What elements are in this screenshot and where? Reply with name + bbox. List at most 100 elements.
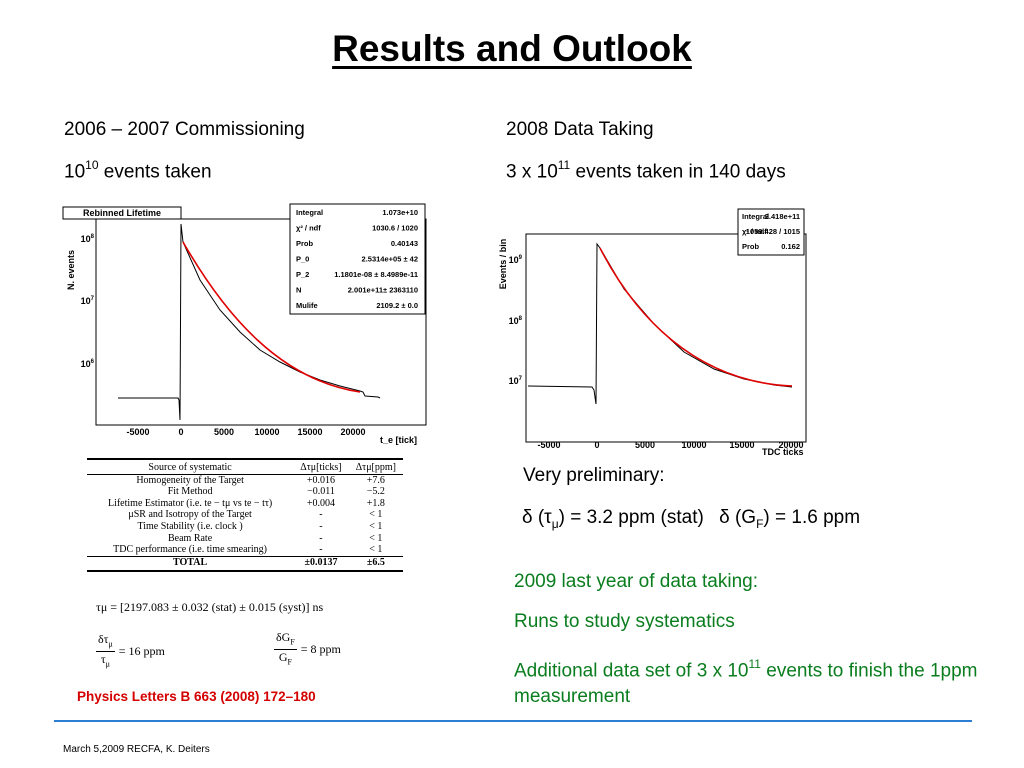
stat-key: N	[296, 286, 301, 295]
table-cell: Beam Rate	[168, 532, 213, 544]
stat-value: 2109.2 ± 0.0	[376, 301, 418, 310]
events-exp: 10	[85, 158, 99, 172]
stat-value: 0.162	[781, 242, 800, 251]
right-plot-frame	[525, 233, 807, 443]
table-row: Time Stability (i.e. clock ) - < 1	[87, 521, 403, 533]
outlook3-prefix: Additional data set of 3 x 10	[514, 660, 749, 682]
stat-value: 2.5314e+05 ± 42	[362, 255, 418, 264]
table-cell: -	[319, 520, 323, 532]
table-cell: μSR and Isotropy of the Target	[128, 509, 252, 521]
stat-key: χ² / ndf	[742, 227, 767, 236]
outlook-line-3: Additional data set of 3 x 1011 events t…	[514, 652, 984, 710]
stat-value: 1030.6 / 1020	[372, 224, 418, 233]
x-tick-label: 5000	[214, 427, 234, 437]
right-events: 3 x 1011 events taken in 140 days	[506, 158, 786, 183]
left-plot-ylabel: N. events	[66, 250, 76, 290]
events-suffix: events taken in 140 days	[570, 161, 786, 183]
results-line: δ (τμ) = 3.2 ppm (stat) δ (GF) = 1.6 ppm	[522, 507, 860, 531]
table-cell: +1.8	[366, 497, 385, 509]
left-stats-box	[289, 203, 426, 315]
x-tick-label: 15000	[729, 440, 754, 450]
table-cell: ±6.5	[366, 556, 385, 568]
x-tick-label: 15000	[297, 427, 322, 437]
x-tick-label: 0	[594, 440, 599, 450]
outlook3-exp: 11	[748, 657, 761, 671]
footer-text: March 5,2009 RECFA, K. Deiters	[63, 744, 210, 755]
right-plot-xlabel: TDC ticks	[762, 447, 804, 457]
commissioning-lifetime-plot: Rebinned Lifetime N. events t_e [tick] 1…	[62, 203, 427, 445]
table-cell: -	[319, 532, 323, 544]
x-tick-label: 5000	[635, 440, 655, 450]
x-tick-label: 10000	[254, 427, 279, 437]
events-base: 10	[64, 161, 86, 183]
table-cell: Δτμ[ppm]	[355, 462, 396, 473]
table-cell: Homogeneity of the Target	[136, 474, 244, 486]
left-events: 1010 events taken	[64, 158, 212, 183]
stat-key: Integral	[742, 212, 769, 221]
events-exp: 11	[557, 158, 571, 172]
dtau-formula: δτμ τμ = 16 ppm	[96, 632, 165, 672]
x-tick-label: 20000	[340, 427, 365, 437]
dtau-fraction: δτμ τμ	[96, 632, 115, 669]
stat-value: 0.40143	[391, 239, 418, 248]
stat-value: 1059.428 / 1015	[746, 227, 800, 236]
right-plot-xticks: -5000 0 5000 10000 15000 20000	[537, 440, 803, 450]
events-prefix: 3 x 10	[506, 161, 558, 183]
y-tick-label: 107	[81, 296, 95, 306]
right-plot-yticks: 109 108 107	[509, 255, 523, 386]
y-tick-label: 108	[81, 234, 95, 244]
table-row: Homogeneity of the Target +0.016 +7.6	[87, 474, 403, 486]
table-cell: Time Stability (i.e. clock )	[137, 520, 243, 532]
outlook3-suffix: events to finish the 1ppm measurement	[514, 660, 978, 708]
table-cell: Lifetime Estimator (i.e. te − tμ vs te −…	[107, 497, 273, 509]
table-cell: -	[319, 544, 323, 556]
table-cell: < 1	[369, 532, 383, 544]
table-header-row: Source of systematic Δτμ[ticks] Δτμ[ppm]	[87, 462, 403, 475]
table-cell: Fit Method	[167, 486, 213, 498]
stat-value: 2.001e+11± 2363110	[348, 286, 418, 295]
right-plot-ylabel: Events / bin	[498, 239, 508, 290]
y-tick-label: 109	[509, 255, 523, 265]
result-tau: δ (τμ) = 3.2 ppm (stat)	[522, 507, 704, 531]
stat-key: Prob	[296, 239, 314, 248]
table-row: Lifetime Estimator (i.e. te − tμ vs te −…	[87, 498, 403, 510]
left-stats-entries: Integral 1.073e+10 χ² / ndf 1030.6 / 1020 Pr…	[296, 208, 418, 310]
footer-rule	[54, 720, 972, 722]
stat-key: χ² / ndf	[296, 224, 321, 233]
y-tick-label: 106	[81, 359, 95, 369]
y-tick-label: 107	[509, 376, 523, 386]
left-plot-title-box	[62, 206, 182, 220]
tau-result-formula: τμ = [2197.083 ± 0.032 (stat) ± 0.015 (s…	[96, 600, 324, 614]
table-cell: Δτμ[ticks]	[300, 462, 342, 473]
table-cell: < 1	[369, 509, 383, 521]
page-title: Results and Outlook	[332, 28, 692, 69]
stat-key: P_2	[296, 270, 309, 279]
left-heading: 2006 – 2007 Commissioning	[64, 119, 305, 140]
table-cell: TOTAL	[173, 556, 208, 568]
table-row: TDC performance (i.e. time smearing) - < 1	[87, 544, 403, 556]
stat-key: Integral	[296, 208, 323, 217]
table-cell: Source of systematic	[148, 462, 232, 473]
table-cell: TDC performance (i.e. time smearing)	[113, 544, 267, 556]
x-tick-label: 0	[178, 427, 183, 437]
x-tick-label: -5000	[126, 427, 149, 437]
x-tick-label: 10000	[681, 440, 706, 450]
right-heading: 2008 Data Taking	[506, 119, 654, 140]
reference-citation: Physics Letters B 663 (2008) 172–180	[77, 689, 316, 704]
table-cell: +0.016	[306, 474, 336, 486]
right-plot-fit-curve	[599, 247, 793, 387]
table-cell: −0.011	[307, 486, 335, 498]
preliminary-label: Very preliminary:	[523, 465, 665, 486]
systematics-table: Source of systematic Δτμ[ticks] Δτμ[ppm] Ho…	[87, 458, 403, 573]
events-suffix: events taken	[98, 161, 212, 183]
dtau-value: = 16 ppm	[118, 644, 165, 659]
stat-value: 1.1801e-08 ± 8.4989e-11	[334, 270, 418, 279]
left-plot-histogram	[118, 223, 381, 421]
result-gf: δ (GF) = 1.6 ppm	[719, 507, 861, 531]
y-tick-label: 108	[509, 316, 523, 326]
right-stats-box	[737, 208, 805, 256]
table-total-row: TOTAL ±0.0137 ±6.5	[87, 556, 403, 568]
table-cell: −5.2	[366, 486, 385, 498]
x-tick-label: 20000	[778, 440, 803, 450]
x-tick-label: -5000	[537, 440, 560, 450]
